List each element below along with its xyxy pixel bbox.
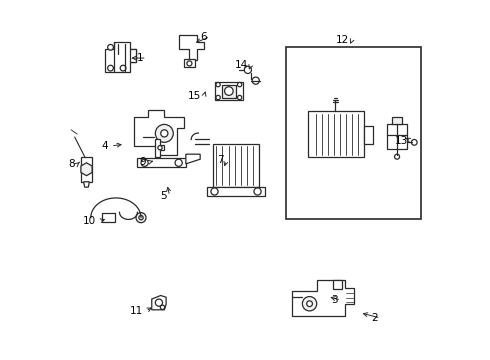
Polygon shape bbox=[309, 111, 364, 157]
Circle shape bbox=[141, 159, 148, 166]
Circle shape bbox=[238, 82, 242, 87]
Polygon shape bbox=[213, 144, 259, 187]
Polygon shape bbox=[81, 163, 92, 176]
Circle shape bbox=[161, 130, 168, 137]
Text: 4: 4 bbox=[101, 141, 108, 151]
Text: 3: 3 bbox=[332, 295, 338, 305]
Circle shape bbox=[412, 139, 417, 145]
Polygon shape bbox=[84, 182, 89, 187]
Circle shape bbox=[252, 77, 259, 84]
Circle shape bbox=[216, 95, 220, 100]
Text: 11: 11 bbox=[129, 306, 143, 316]
Text: 9: 9 bbox=[140, 157, 147, 167]
Text: 8: 8 bbox=[68, 159, 74, 169]
Polygon shape bbox=[155, 139, 164, 157]
Polygon shape bbox=[102, 213, 115, 222]
Circle shape bbox=[155, 125, 173, 142]
Text: 15: 15 bbox=[188, 91, 201, 101]
Text: 14: 14 bbox=[235, 60, 248, 70]
Circle shape bbox=[175, 159, 182, 166]
Polygon shape bbox=[387, 125, 407, 149]
Bar bbox=[221, 85, 236, 98]
Polygon shape bbox=[105, 42, 136, 72]
Polygon shape bbox=[130, 49, 136, 62]
Bar bbox=[286, 47, 421, 220]
Circle shape bbox=[216, 82, 220, 87]
Circle shape bbox=[245, 66, 251, 73]
Text: 6: 6 bbox=[201, 32, 207, 41]
Polygon shape bbox=[137, 158, 186, 167]
Circle shape bbox=[108, 65, 113, 71]
Circle shape bbox=[136, 213, 146, 223]
Circle shape bbox=[108, 44, 113, 50]
Circle shape bbox=[254, 188, 261, 195]
Circle shape bbox=[160, 305, 165, 310]
Polygon shape bbox=[81, 157, 92, 182]
Circle shape bbox=[302, 297, 317, 311]
Polygon shape bbox=[152, 296, 166, 310]
Text: 5: 5 bbox=[160, 191, 167, 201]
Text: 13: 13 bbox=[395, 136, 408, 145]
Circle shape bbox=[158, 145, 162, 150]
Polygon shape bbox=[207, 187, 265, 196]
Bar bbox=[392, 117, 402, 125]
Circle shape bbox=[307, 301, 313, 307]
Circle shape bbox=[155, 299, 163, 306]
Text: 2: 2 bbox=[371, 313, 378, 323]
Polygon shape bbox=[179, 35, 204, 60]
Text: 1: 1 bbox=[137, 53, 144, 63]
Circle shape bbox=[394, 154, 399, 159]
Circle shape bbox=[187, 61, 192, 66]
Polygon shape bbox=[215, 82, 243, 100]
Bar bbox=[184, 59, 195, 67]
Text: 7: 7 bbox=[217, 155, 223, 165]
Circle shape bbox=[238, 95, 242, 100]
Circle shape bbox=[120, 65, 126, 71]
Polygon shape bbox=[186, 154, 200, 164]
Polygon shape bbox=[134, 110, 184, 155]
Text: 12: 12 bbox=[336, 35, 349, 45]
Circle shape bbox=[224, 87, 233, 95]
Polygon shape bbox=[364, 126, 373, 144]
Polygon shape bbox=[333, 280, 342, 289]
Polygon shape bbox=[292, 280, 354, 316]
Text: 10: 10 bbox=[83, 216, 96, 226]
Circle shape bbox=[211, 188, 218, 195]
Circle shape bbox=[139, 216, 143, 220]
